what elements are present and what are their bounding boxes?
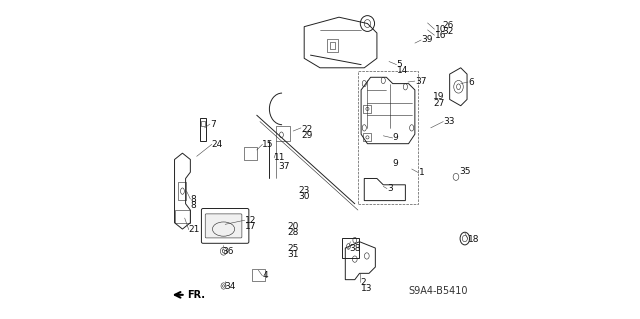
Text: 12: 12	[244, 216, 256, 225]
Text: 1: 1	[419, 168, 424, 177]
Text: 26: 26	[443, 21, 454, 30]
Text: 30: 30	[298, 192, 309, 201]
Text: 2: 2	[360, 278, 366, 287]
Text: 15: 15	[262, 140, 274, 149]
Text: 23: 23	[298, 186, 309, 195]
Text: 7: 7	[210, 120, 216, 129]
Text: 20: 20	[288, 222, 299, 231]
Text: 35: 35	[459, 167, 470, 176]
Text: 9: 9	[393, 159, 399, 168]
Text: 17: 17	[244, 222, 256, 231]
Text: 24: 24	[212, 140, 223, 149]
Text: 33: 33	[444, 117, 455, 126]
Text: 18: 18	[468, 235, 479, 244]
Text: 16: 16	[435, 31, 446, 40]
Text: 27: 27	[433, 99, 445, 108]
FancyBboxPatch shape	[205, 214, 242, 238]
Text: 8: 8	[190, 195, 196, 204]
Text: 28: 28	[288, 228, 299, 237]
Text: 9: 9	[393, 133, 399, 143]
Text: 39: 39	[421, 35, 433, 44]
Text: 22: 22	[301, 125, 312, 134]
Text: 31: 31	[288, 250, 300, 259]
Text: 14: 14	[397, 66, 408, 75]
Text: 29: 29	[301, 131, 312, 140]
Text: FR.: FR.	[187, 290, 205, 300]
Text: 37: 37	[415, 77, 426, 85]
Text: 36: 36	[223, 247, 234, 256]
Text: 21: 21	[189, 225, 200, 234]
Text: 37: 37	[278, 162, 290, 171]
Text: 25: 25	[288, 244, 299, 253]
Text: 6: 6	[468, 78, 474, 86]
Text: 5: 5	[397, 60, 403, 69]
Text: 19: 19	[433, 93, 445, 101]
Text: S9A4-B5410: S9A4-B5410	[408, 286, 468, 296]
Text: 8: 8	[190, 201, 196, 210]
Text: 38: 38	[349, 244, 360, 253]
Text: 34: 34	[225, 282, 236, 291]
Text: 3: 3	[387, 184, 393, 193]
FancyBboxPatch shape	[202, 121, 205, 125]
Text: 10: 10	[435, 25, 446, 34]
Text: 4: 4	[262, 271, 268, 280]
Text: 32: 32	[443, 27, 454, 36]
Text: 11: 11	[274, 153, 285, 162]
Text: 13: 13	[360, 284, 372, 293]
Bar	[358, 71, 418, 204]
